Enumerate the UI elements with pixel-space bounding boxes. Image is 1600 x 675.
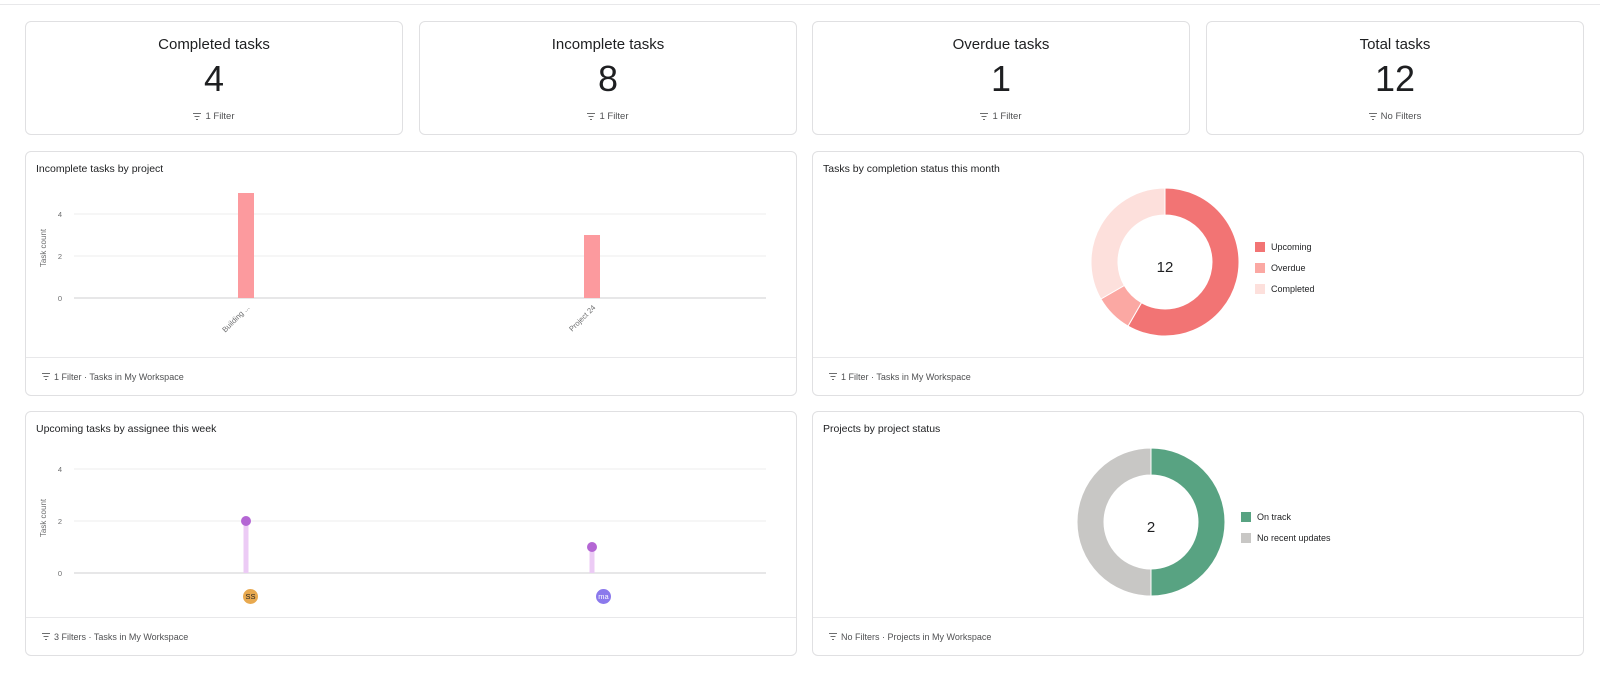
bar (584, 235, 600, 298)
y-axis-label: Task count (39, 498, 48, 537)
stat-card-overdue[interactable]: Overdue tasks 1 1 Filter (812, 21, 1190, 135)
stat-filter-label: 1 Filter (205, 111, 235, 122)
donut-slice (1090, 187, 1166, 300)
lollipop-point (587, 542, 597, 552)
chart-card-project-status[interactable]: Projects by project status 2 On track No… (812, 411, 1584, 656)
legend-label: No recent updates (1257, 532, 1331, 543)
legend-swatch (1255, 262, 1265, 273)
stat-value: 12 (1374, 58, 1416, 99)
filter-icon (42, 633, 50, 640)
legend-item[interactable]: Overdue (1255, 257, 1315, 278)
stat-filter-label: 1 Filter (992, 111, 1022, 122)
legend-swatch (1241, 511, 1251, 522)
donut-center-value: 2 (1147, 519, 1155, 536)
x-tick-label: Building ... (220, 303, 251, 334)
chart-footer-label: No Filters · Projects in My Workspace (841, 631, 992, 642)
legend-label: On track (1257, 511, 1292, 522)
chart-footer[interactable]: 3 Filters · Tasks in My Workspace (26, 617, 796, 655)
legend-swatch (1241, 532, 1251, 543)
filter-icon (587, 113, 596, 120)
stat-filter[interactable]: 1 Filter (26, 111, 402, 122)
filter-icon (42, 373, 50, 380)
stat-filter[interactable]: No Filters (1207, 111, 1583, 122)
legend-label: Upcoming (1271, 241, 1312, 252)
stat-title: Total tasks (1359, 36, 1431, 53)
stat-filter-label: No Filters (1380, 111, 1422, 122)
chart-card-incomplete-by-project[interactable]: Incomplete tasks by project Task count 4… (25, 151, 797, 396)
stat-card-total[interactable]: Total tasks 12 No Filters (1206, 21, 1584, 135)
legend-label: Overdue (1271, 262, 1306, 273)
donut-slice (1150, 447, 1226, 597)
filter-icon (829, 633, 837, 640)
stat-title: Completed tasks (158, 36, 270, 53)
y-tick-label: 4 (58, 465, 62, 474)
chart-footer-label: 1 Filter · Tasks in My Workspace (54, 371, 184, 382)
chart-legend: Upcoming Overdue Completed (1255, 236, 1315, 299)
chart-legend: On track No recent updates (1241, 506, 1331, 548)
y-tick-label: 4 (58, 210, 62, 219)
bar-chart: Task count 4 2 0 Building ... Project 24 (39, 193, 766, 334)
chart-footer-label: 1 Filter · Tasks in My Workspace (841, 371, 971, 382)
avatar[interactable]: ma (596, 589, 611, 604)
filter-icon (193, 113, 202, 120)
y-axis-label: Task count (39, 228, 48, 267)
chart-footer[interactable]: No Filters · Projects in My Workspace (813, 617, 1583, 655)
top-divider (0, 4, 1600, 5)
chart-card-upcoming-by-assignee[interactable]: Upcoming tasks by assignee this week Tas… (25, 411, 797, 656)
stat-card-completed[interactable]: Completed tasks 4 1 Filter (25, 21, 403, 135)
y-tick-label: 2 (58, 517, 62, 526)
chart-footer-label: 3 Filters · Tasks in My Workspace (54, 631, 189, 642)
stat-value: 8 (597, 58, 619, 99)
lollipop-stem (589, 547, 595, 573)
stat-filter-label: 1 Filter (599, 111, 629, 122)
chart-title: Projects by project status (823, 423, 941, 435)
donut-center-value: 12 (1157, 259, 1174, 276)
stat-filter[interactable]: 1 Filter (813, 111, 1189, 122)
chart-title: Incomplete tasks by project (36, 163, 164, 175)
stat-value: 1 (990, 58, 1012, 99)
chart-footer[interactable]: 1 Filter · Tasks in My Workspace (813, 357, 1583, 395)
stat-card-incomplete[interactable]: Incomplete tasks 8 1 Filter (419, 21, 797, 135)
lollipop-stem (243, 521, 249, 573)
legend-swatch (1255, 283, 1265, 294)
lollipop-chart: Task count 4 2 0 (39, 465, 766, 578)
chart-footer[interactable]: 1 Filter · Tasks in My Workspace (26, 357, 796, 395)
legend-item[interactable]: On track (1241, 506, 1331, 527)
donut-chart: 12 (1090, 187, 1240, 337)
y-tick-label: 2 (58, 252, 62, 261)
lollipop-point (241, 516, 251, 526)
chart-title: Tasks by completion status this month (823, 163, 1000, 175)
avatar[interactable]: SS (243, 589, 258, 604)
donut-slice (1076, 447, 1152, 597)
stat-title: Overdue tasks (952, 36, 1050, 53)
donut-chart: 2 (1076, 447, 1226, 597)
legend-label: Completed (1271, 283, 1315, 294)
stat-title: Incomplete tasks (551, 36, 665, 53)
stat-value: 4 (203, 58, 225, 99)
y-tick-label: 0 (58, 569, 62, 578)
legend-item[interactable]: No recent updates (1241, 527, 1331, 548)
chart-card-completion-status[interactable]: Tasks by completion status this month 12… (812, 151, 1584, 396)
stat-filter[interactable]: 1 Filter (420, 111, 796, 122)
x-tick-label: Project 24 (567, 303, 597, 333)
filter-icon (980, 113, 989, 120)
y-tick-label: 0 (58, 294, 62, 303)
legend-swatch (1255, 241, 1265, 252)
donut-slice (1127, 187, 1240, 337)
filter-icon (1368, 113, 1377, 120)
filter-icon (829, 373, 837, 380)
chart-title: Upcoming tasks by assignee this week (36, 423, 217, 435)
legend-item[interactable]: Completed (1255, 278, 1315, 299)
bar (238, 193, 254, 298)
legend-item[interactable]: Upcoming (1255, 236, 1315, 257)
